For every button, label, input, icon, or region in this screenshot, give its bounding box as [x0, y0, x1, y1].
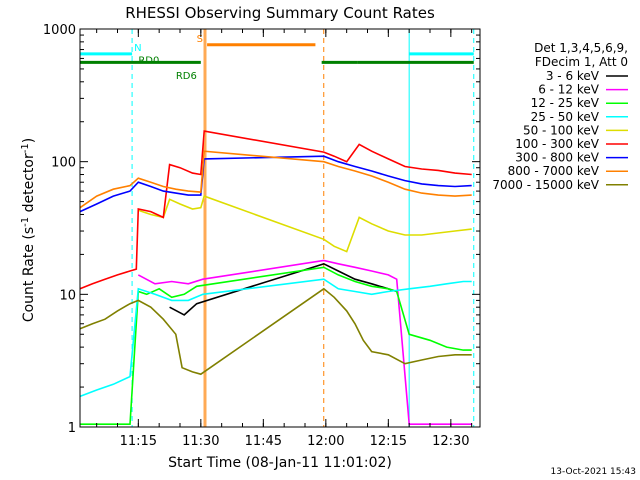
- flag-label-rd0: RD0: [138, 55, 159, 66]
- legend-label-2: 12 - 25 keV: [531, 96, 600, 110]
- y-tick-label-0: 1: [68, 421, 76, 436]
- y-tick-label-1: 10: [59, 288, 76, 303]
- series-line-6: [79, 155, 472, 213]
- y-axis-label: Count Rate (s-1 detector-1): [20, 138, 38, 322]
- x-tick-label-0: 11:15: [120, 434, 157, 449]
- plot-area: N S RD0 RD6: [79, 29, 475, 427]
- series-line-1: [137, 259, 472, 425]
- legend-header-2: FDecim 1, Att 0: [535, 55, 628, 69]
- legend-label-0: 3 - 6 keV: [546, 69, 600, 83]
- legend-label-3: 25 - 50 keV: [531, 110, 600, 124]
- series-line-0: [169, 262, 397, 316]
- x-tick-label-5: 12:30: [432, 434, 469, 449]
- legend-label-4: 50 - 100 keV: [523, 123, 600, 137]
- legend-label-8: 7000 - 15000 keV: [492, 178, 599, 192]
- legend-label-1: 6 - 12 keV: [538, 83, 600, 97]
- legend-label-6: 300 - 800 keV: [515, 151, 599, 165]
- flag-label-rd6: RD6: [176, 71, 197, 82]
- series-line-5: [79, 130, 472, 290]
- x-tick-label-3: 12:00: [307, 434, 344, 449]
- axes: 1 10 100 1000 11:15 11:30 11:45 12:00 12:15 12:30: [43, 23, 481, 449]
- series-line-3: [79, 278, 472, 398]
- y-axis-label-sup1: -1: [20, 217, 31, 227]
- x-tick-label-4: 12:15: [370, 434, 407, 449]
- x-axis-label: Start Time (08-Jan-11 11:01:02): [168, 455, 392, 471]
- flag-label-s: S: [197, 34, 203, 45]
- legend-label-5: 100 - 300 keV: [515, 137, 599, 151]
- axes-frame: [79, 28, 481, 428]
- series-line-2: [80, 266, 472, 425]
- legend: Det 1,3,4,5,6,9, FDecim 1, Att 0 3 - 6 k…: [492, 41, 628, 192]
- legend-header-1: Det 1,3,4,5,6,9,: [534, 41, 628, 55]
- x-tick-label-1: 11:30: [182, 434, 219, 449]
- legend-label-7: 800 - 7000 keV: [508, 164, 600, 178]
- x-tick-label-2: 11:45: [245, 434, 282, 449]
- y-axis-label-sup2: -1: [20, 143, 31, 153]
- flag-label-n: N: [134, 43, 141, 54]
- series-line-8: [79, 287, 472, 376]
- y-tick-label-2: 100: [51, 156, 76, 171]
- y-tick-label-3: 1000: [43, 23, 76, 38]
- chart-title: RHESSI Observing Summary Count Rates: [125, 4, 435, 22]
- footer-date: 13-Oct-2021 15:43: [551, 467, 636, 477]
- series-line-7: [79, 150, 472, 209]
- series-line-4: [138, 195, 472, 253]
